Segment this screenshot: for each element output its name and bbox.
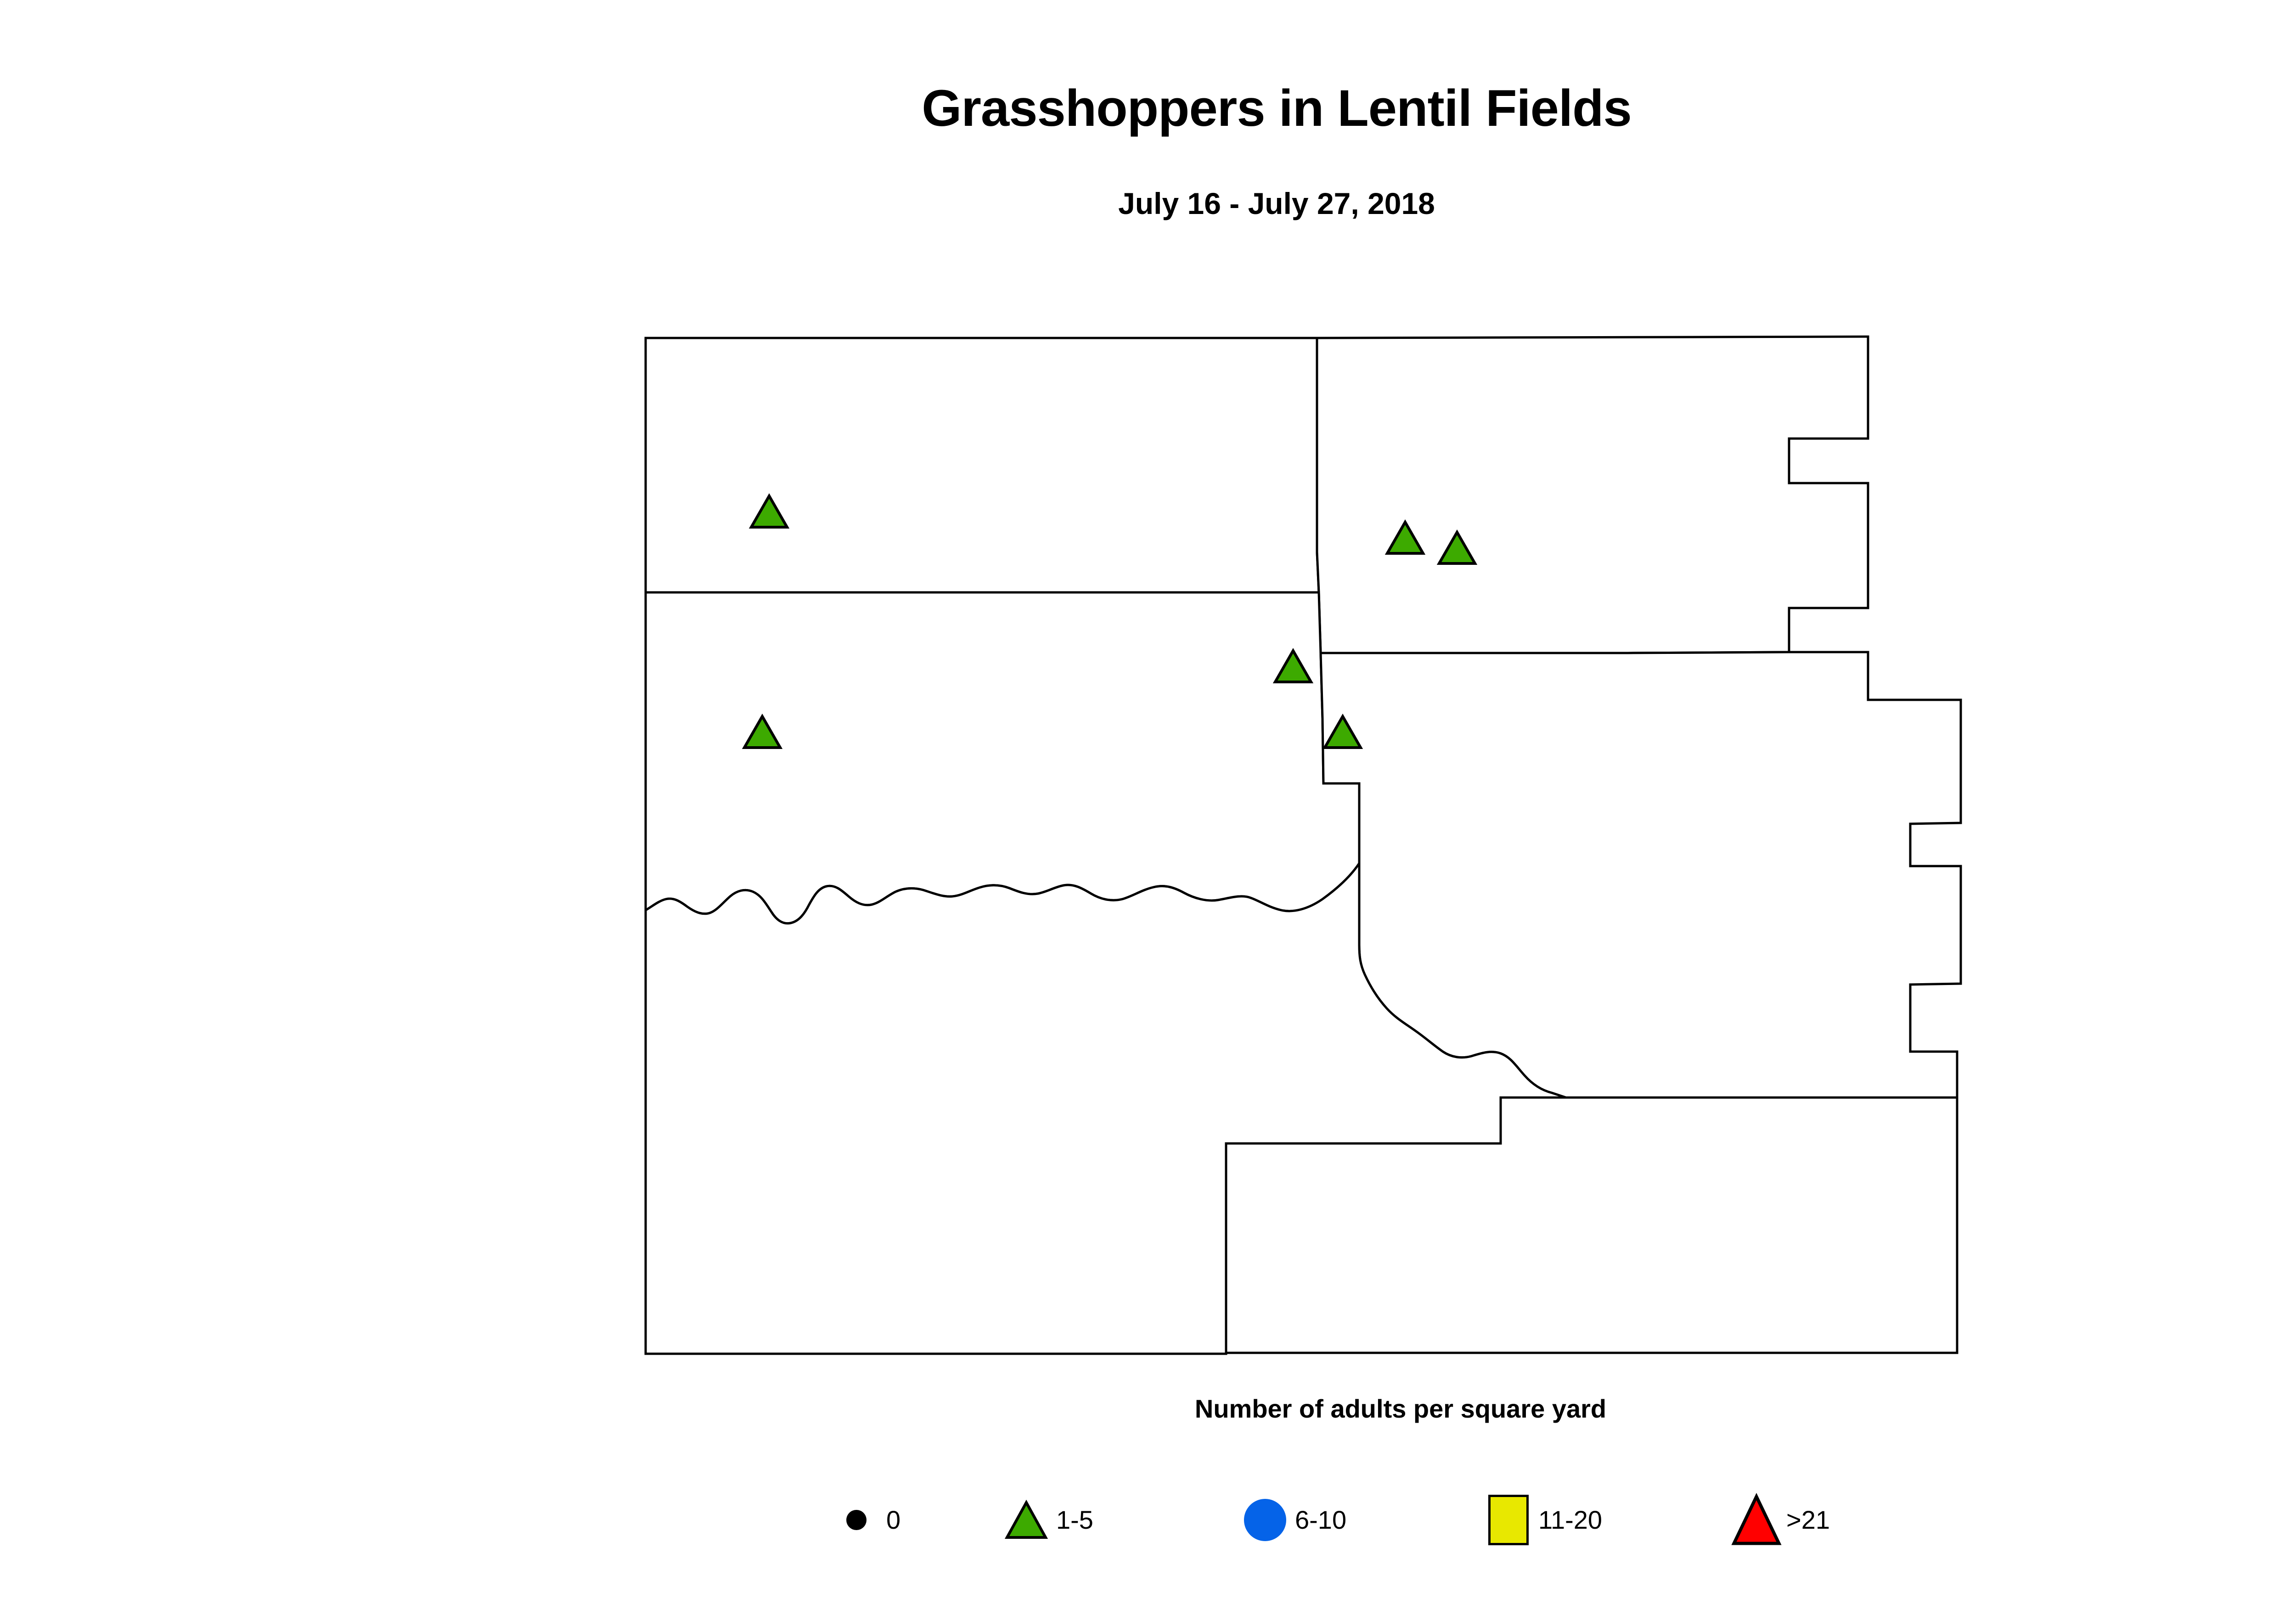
site-marker-triangle[interactable] xyxy=(1322,713,1363,749)
legend: Number of adults per square yard 0 1-5 6… xyxy=(0,1394,2296,1545)
site-markers xyxy=(742,493,1478,749)
legend-title: Number of adults per square yard xyxy=(1194,1394,1607,1423)
site-marker-triangle[interactable] xyxy=(1272,647,1314,683)
site-marker-triangle[interactable] xyxy=(748,493,790,529)
legend-item-label: 11-20 xyxy=(1538,1505,1603,1534)
legend-item-6-10[interactable]: 6-10 xyxy=(1235,1488,1346,1552)
site-marker-triangle[interactable] xyxy=(1384,519,1426,555)
county-central-west xyxy=(644,591,1361,925)
legend-items: 0 1-5 6-10 11-20 xyxy=(0,1488,2296,1552)
map-canvas xyxy=(0,317,2296,1382)
site-marker-triangle[interactable] xyxy=(1436,529,1478,565)
red-triangle-icon xyxy=(1727,1488,1786,1552)
legend-item-over-21[interactable]: >21 xyxy=(1727,1488,1830,1552)
legend-item-1-5[interactable]: 1-5 xyxy=(996,1488,1093,1552)
county-southwest xyxy=(644,859,1566,1355)
yellow-square-icon xyxy=(1479,1488,1538,1552)
legend-item-label: 0 xyxy=(886,1505,901,1534)
site-marker-triangle[interactable] xyxy=(742,713,783,749)
county-southeast xyxy=(1225,1096,1958,1354)
legend-item-label: >21 xyxy=(1786,1505,1830,1534)
county-outlines xyxy=(644,335,1962,1355)
green-triangle-icon xyxy=(996,1488,1056,1552)
blue-circle-icon xyxy=(1235,1488,1295,1552)
legend-item-zero[interactable]: 0 xyxy=(827,1488,900,1552)
legend-item-label: 1-5 xyxy=(1056,1505,1093,1534)
county-northwest xyxy=(644,337,1320,594)
page-title: Grasshoppers in Lentil Fields xyxy=(922,79,1632,137)
county-northeast xyxy=(1316,335,1869,654)
date-range-subtitle: July 16 - July 27, 2018 xyxy=(1118,186,1435,220)
legend-item-label: 6-10 xyxy=(1295,1505,1347,1534)
county-map-svg xyxy=(644,335,1962,1355)
black-dot-icon xyxy=(827,1488,886,1552)
legend-item-11-20[interactable]: 11-20 xyxy=(1479,1488,1602,1552)
